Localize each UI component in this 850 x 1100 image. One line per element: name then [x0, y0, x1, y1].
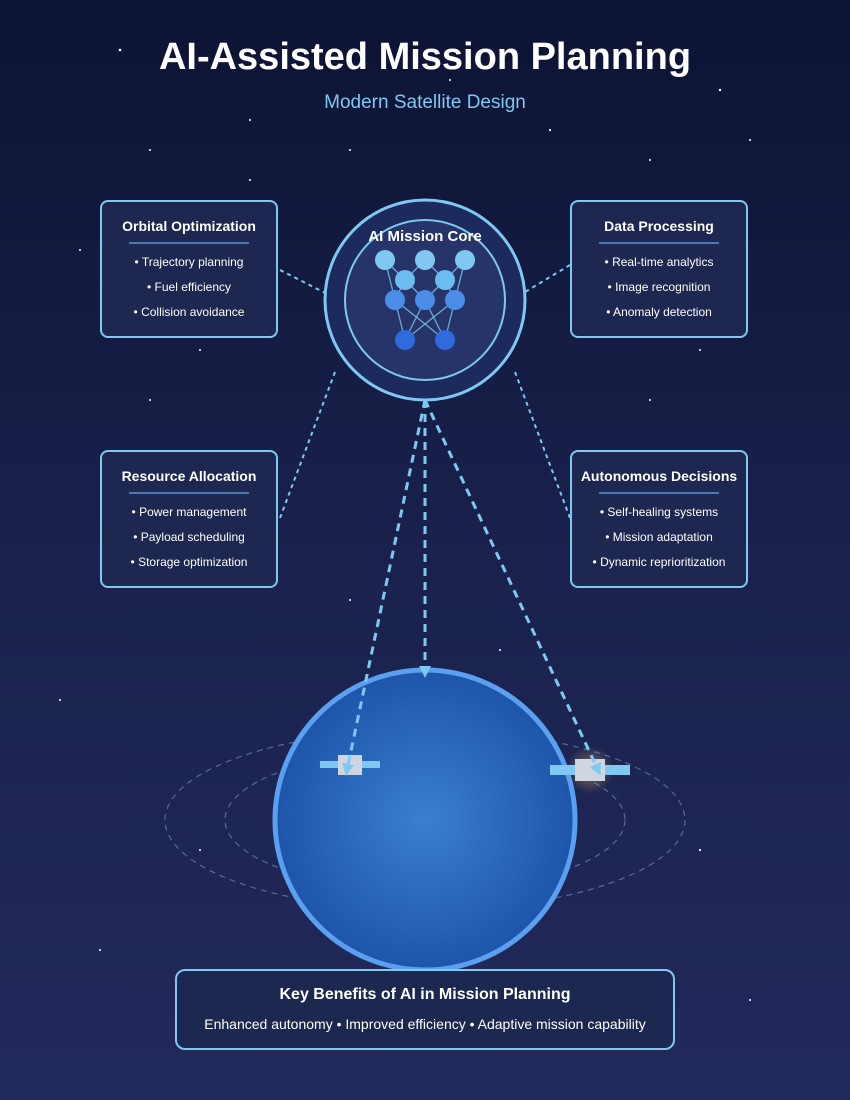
card-list-item: • Mission adaptation [605, 530, 713, 544]
benefits-text: Enhanced autonomy • Improved efficiency … [204, 1016, 646, 1032]
card-divider [129, 242, 249, 244]
card-list-item: • Fuel efficiency [146, 280, 232, 294]
card-list-item: • Payload scheduling [133, 530, 245, 544]
card-list: • Self-healing systems • Mission adaptat… [572, 500, 746, 575]
page-subtitle: Modern Satellite Design [324, 92, 526, 113]
card-orbital-optimization: Orbital Optimization • Trajectory planni… [100, 200, 278, 338]
card-list-item: • Self-healing systems [599, 505, 719, 519]
page-title: AI-Assisted Mission Planning [158, 36, 692, 78]
command-arrows [342, 399, 601, 776]
card-autonomous-decisions: Autonomous Decisions • Self-healing syst… [570, 450, 748, 588]
card-divider [599, 242, 719, 244]
card-list-item: • Power management [131, 505, 247, 519]
card-divider [129, 492, 249, 494]
card-list-item: • Dynamic reprioritization [592, 555, 726, 569]
benefits-panel: Key Benefits of AI in Mission Planning E… [175, 969, 675, 1050]
starfield [59, 48, 751, 1001]
card-title: Autonomous Decisions [580, 468, 738, 484]
card-list-item: • Image recognition [607, 280, 711, 294]
card-list: • Real-time analytics • Image recognitio… [572, 250, 746, 325]
card-list-item: • Anomaly detection [606, 305, 712, 319]
card-list-item: • Real-time analytics [604, 255, 714, 269]
card-list-item: • Storage optimization [130, 555, 248, 569]
card-list: • Power management • Payload scheduling … [102, 500, 276, 575]
card-list-item: • Trajectory planning [134, 255, 244, 269]
ai-core: AI Mission Core [323, 198, 527, 402]
neural-network-icon [375, 250, 475, 350]
core-label: AI Mission Core [368, 228, 481, 245]
card-resource-allocation: Resource Allocation • Power management •… [100, 450, 278, 588]
benefits-title: Key Benefits of AI in Mission Planning [279, 986, 571, 1003]
planet [272, 667, 578, 973]
card-title: Orbital Optimization [122, 218, 256, 234]
card-title: Data Processing [604, 218, 714, 234]
card-list-item: • Collision avoidance [133, 305, 245, 319]
card-title: Resource Allocation [121, 468, 257, 484]
card-data-processing: Data Processing • Real-time analytics • … [570, 200, 748, 338]
card-divider [599, 492, 719, 494]
card-list: • Trajectory planning • Fuel efficiency … [102, 250, 276, 325]
